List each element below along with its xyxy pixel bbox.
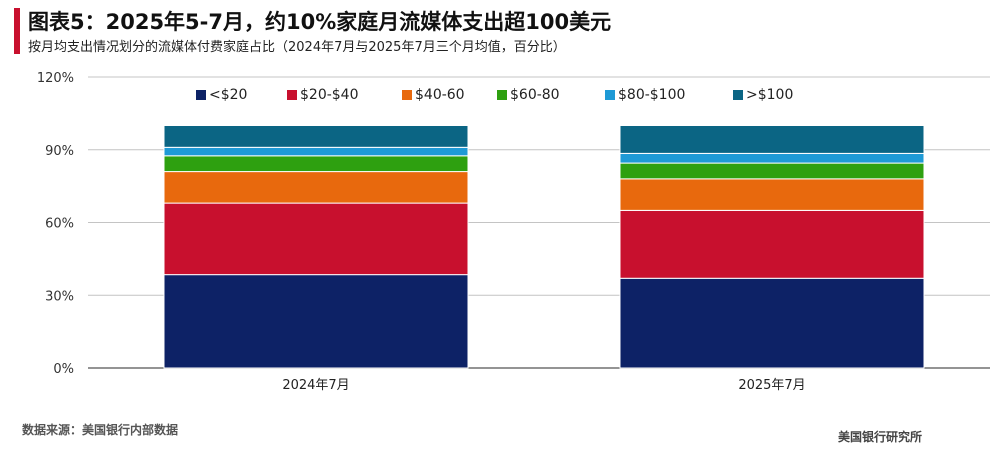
title-accent-bar xyxy=(14,8,20,54)
brand-label: 美国银行研究所 xyxy=(838,430,923,444)
legend-label: >$100 xyxy=(746,87,793,103)
legend-swatch xyxy=(287,90,297,100)
bar-segment xyxy=(163,274,469,369)
bar-segment xyxy=(163,125,469,148)
y-tick-label: 60% xyxy=(45,217,74,232)
bar-segment xyxy=(163,202,469,276)
bar-segment xyxy=(619,209,925,279)
legend-label: $60-80 xyxy=(510,87,560,103)
page-title: 图表5：2025年5-7月，约10%家庭月流媒体支出超100美元 xyxy=(28,10,612,34)
legend-swatch xyxy=(497,90,507,100)
page-subtitle: 按月均支出情况划分的流媒体付费家庭占比（2024年7月与2025年7月三个月均值… xyxy=(28,40,566,55)
legend-swatch xyxy=(196,90,206,100)
bar-segment xyxy=(619,178,925,211)
y-tick-label: 30% xyxy=(45,289,74,304)
legend-label: $20-$40 xyxy=(300,87,359,103)
y-tick-label: 90% xyxy=(45,144,74,159)
source-note: 数据来源：美国银行内部数据 xyxy=(22,423,179,437)
x-tick-label: 2025年7月 xyxy=(738,378,805,393)
legend-swatch xyxy=(402,90,412,100)
bar-segment xyxy=(163,146,469,157)
y-tick-label: 0% xyxy=(53,362,74,377)
legend-swatch xyxy=(733,90,743,100)
x-tick-label: 2024年7月 xyxy=(282,378,349,393)
bar-segment xyxy=(619,125,925,154)
bar-segment xyxy=(163,155,469,173)
legend-swatch xyxy=(605,90,615,100)
legend-label: <$20 xyxy=(209,87,247,103)
legend-label: $40-60 xyxy=(415,87,465,103)
bar-segment xyxy=(619,277,925,369)
bar-segment xyxy=(163,171,469,204)
y-tick-label: 120% xyxy=(37,71,74,86)
legend-label: $80-$100 xyxy=(618,87,685,103)
bar-segment xyxy=(619,152,925,164)
bar-segment xyxy=(619,162,925,180)
